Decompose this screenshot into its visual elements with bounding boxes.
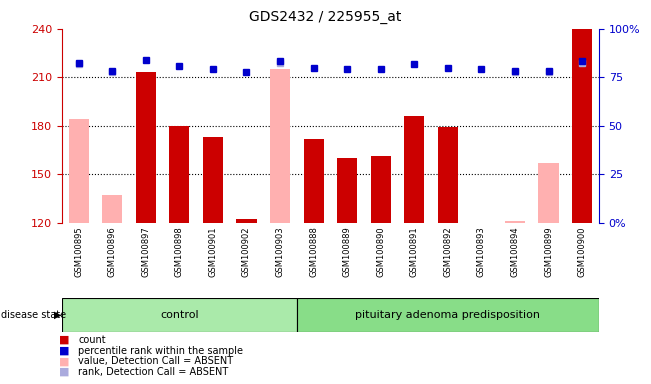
Bar <box>572 29 592 223</box>
Text: GSM100902: GSM100902 <box>242 227 251 277</box>
Text: ▶: ▶ <box>54 310 62 320</box>
Text: GSM100897: GSM100897 <box>141 227 150 277</box>
Text: GSM100900: GSM100900 <box>577 227 587 277</box>
Text: value, Detection Call = ABSENT: value, Detection Call = ABSENT <box>78 356 233 366</box>
Text: GSM100892: GSM100892 <box>443 227 452 277</box>
Text: GSM100899: GSM100899 <box>544 227 553 277</box>
Bar <box>270 69 290 223</box>
Bar <box>68 119 89 223</box>
Text: count: count <box>78 335 105 345</box>
Bar <box>437 127 458 223</box>
Bar <box>102 195 122 223</box>
Text: GSM100890: GSM100890 <box>376 227 385 277</box>
Text: GSM100898: GSM100898 <box>175 227 184 277</box>
Text: GSM100896: GSM100896 <box>107 227 117 277</box>
Bar <box>297 298 599 332</box>
Text: rank, Detection Call = ABSENT: rank, Detection Call = ABSENT <box>78 367 229 377</box>
Text: GSM100891: GSM100891 <box>409 227 419 277</box>
Bar <box>538 163 559 223</box>
Text: GSM100903: GSM100903 <box>275 227 284 277</box>
Text: ■: ■ <box>59 367 69 377</box>
Bar <box>169 126 189 223</box>
Bar <box>303 139 324 223</box>
Text: control: control <box>160 310 199 320</box>
Text: ■: ■ <box>59 346 69 356</box>
Text: pituitary adenoma predisposition: pituitary adenoma predisposition <box>355 310 540 320</box>
Text: percentile rank within the sample: percentile rank within the sample <box>78 346 243 356</box>
Bar <box>337 158 357 223</box>
Bar <box>370 156 391 223</box>
Text: ■: ■ <box>59 335 69 345</box>
Text: ■: ■ <box>59 356 69 366</box>
Bar <box>203 137 223 223</box>
Text: GSM100895: GSM100895 <box>74 227 83 277</box>
Text: disease state: disease state <box>1 310 66 320</box>
Text: GSM100889: GSM100889 <box>342 227 352 277</box>
Bar <box>236 220 256 223</box>
Text: GSM100893: GSM100893 <box>477 227 486 277</box>
Text: GSM100894: GSM100894 <box>510 227 519 277</box>
Text: GDS2432 / 225955_at: GDS2432 / 225955_at <box>249 10 402 23</box>
Bar <box>505 221 525 223</box>
Bar <box>135 73 156 223</box>
Text: GSM100888: GSM100888 <box>309 227 318 277</box>
Bar <box>62 298 297 332</box>
Text: GSM100901: GSM100901 <box>208 227 217 277</box>
Bar <box>404 116 424 223</box>
